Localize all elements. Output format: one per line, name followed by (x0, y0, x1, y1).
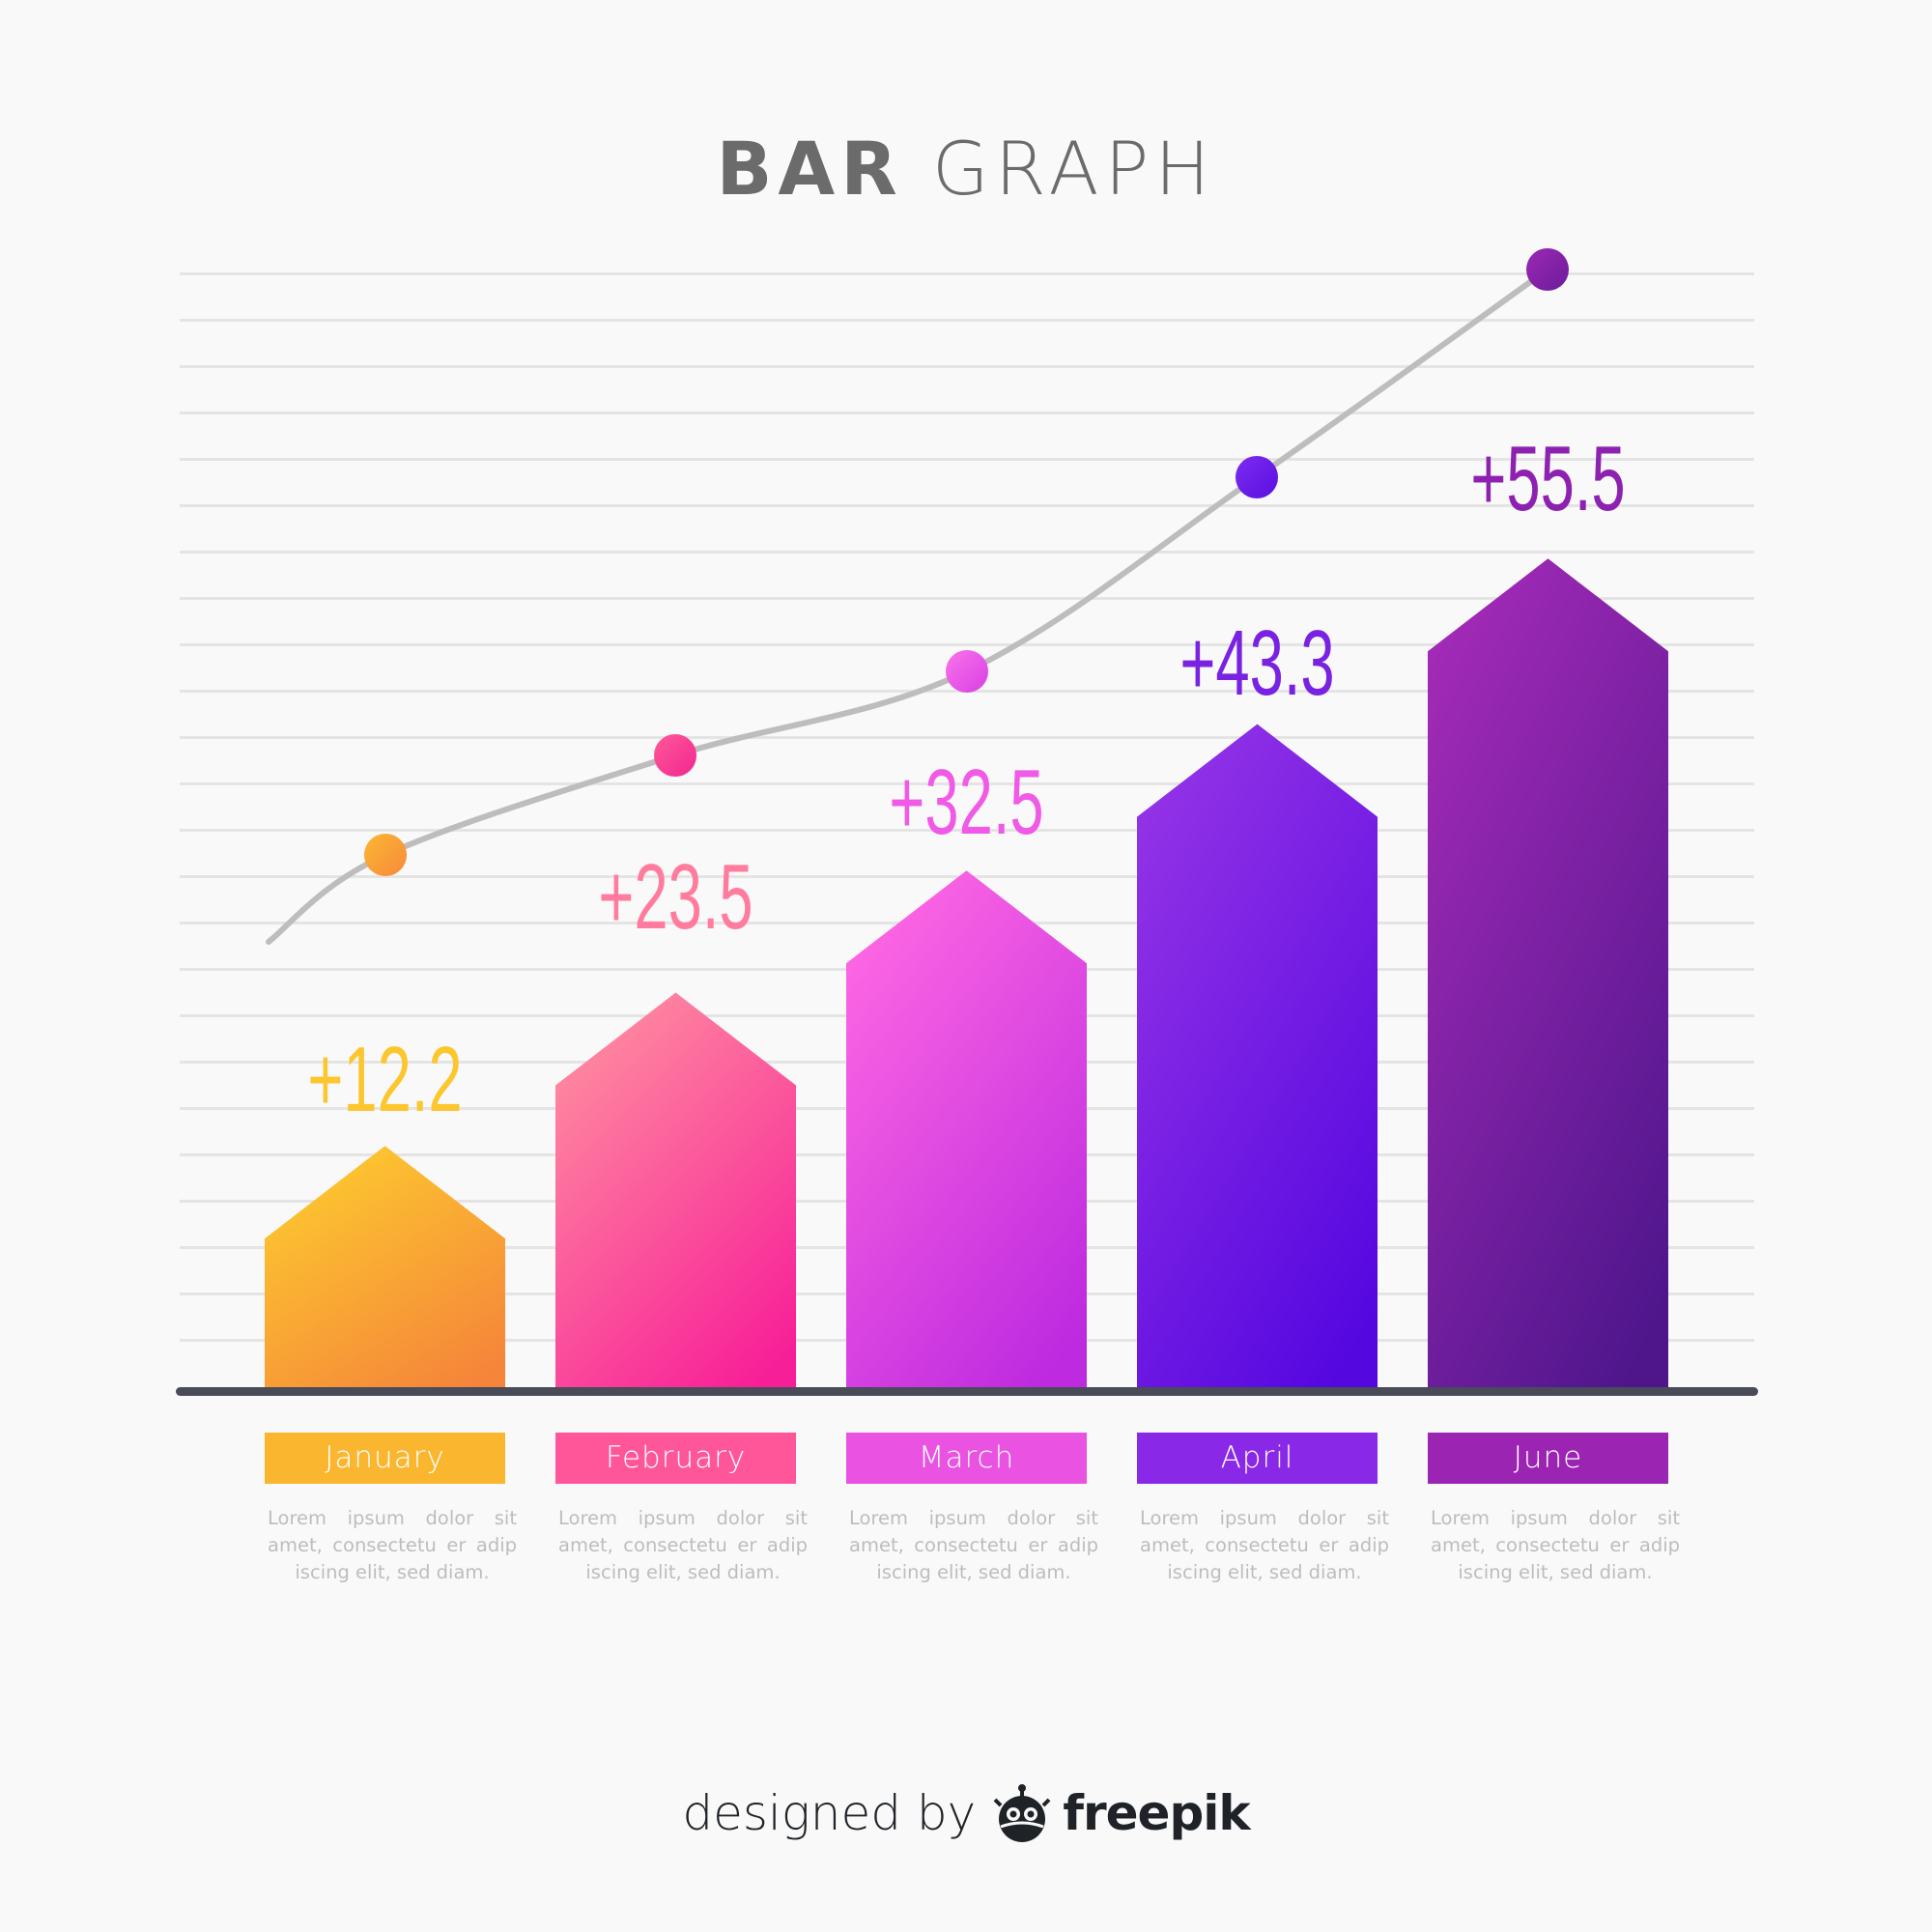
gridline (180, 319, 1754, 322)
bar-january (265, 1146, 505, 1391)
gridline (180, 458, 1754, 461)
bar-april (1137, 724, 1378, 1391)
value-label-1: +23.5 (598, 845, 753, 949)
gridline (180, 782, 1754, 785)
designed-by-text: designed by (682, 1785, 977, 1841)
trend-marker-march (946, 650, 988, 693)
bar-june (1428, 558, 1668, 1391)
trend-marker-june (1526, 248, 1569, 291)
category-label-january: January (265, 1433, 505, 1484)
trend-marker-february (654, 734, 696, 777)
gridline (180, 597, 1754, 600)
trend-marker-april (1236, 456, 1278, 498)
description-march: Lorem ipsum dolor sit amet, consectetu e… (849, 1507, 1098, 1583)
value-labels: +12.2 +23.5 +32.5 +43.3 +55.5 (307, 427, 1625, 1131)
category-label-february: February (555, 1433, 796, 1484)
freepik-logo-icon (993, 1784, 1051, 1842)
footer-credit: designed by freepik (0, 1782, 1932, 1844)
gridline (180, 643, 1754, 646)
title-light: GRAPH (931, 126, 1216, 212)
gridline (180, 829, 1754, 832)
description-april: Lorem ipsum dolor sit amet, consectetu e… (1140, 1507, 1389, 1583)
page-title: BAR GRAPH (0, 126, 1932, 212)
value-label-0: +12.2 (307, 1028, 462, 1131)
baseline-axis (176, 1387, 1758, 1396)
value-label-3: +43.3 (1179, 611, 1334, 715)
trend-markers (364, 248, 1569, 876)
gridline (180, 272, 1754, 275)
gridline (180, 504, 1754, 507)
category-label-march: March (846, 1433, 1087, 1484)
value-label-2: +32.5 (889, 751, 1043, 854)
gridline (180, 736, 1754, 739)
category-label-april: April (1137, 1433, 1378, 1484)
description-february: Lorem ipsum dolor sit amet, consectetu e… (558, 1507, 808, 1583)
value-label-4: +55.5 (1470, 427, 1625, 530)
gridline (180, 365, 1754, 368)
gridline (180, 412, 1754, 414)
category-label-june: June (1428, 1433, 1668, 1484)
bar-march (846, 870, 1087, 1391)
gridline (180, 551, 1754, 554)
description-june: Lorem ipsum dolor sit amet, consectetu e… (1431, 1507, 1680, 1583)
freepik-brand-text: freepik (1063, 1785, 1250, 1841)
bar-february (555, 992, 796, 1391)
bars (265, 558, 1668, 1391)
description-january: Lorem ipsum dolor sit amet, consectetu e… (268, 1507, 517, 1583)
trend-marker-january (364, 834, 407, 876)
title-bold: BAR (716, 126, 903, 212)
